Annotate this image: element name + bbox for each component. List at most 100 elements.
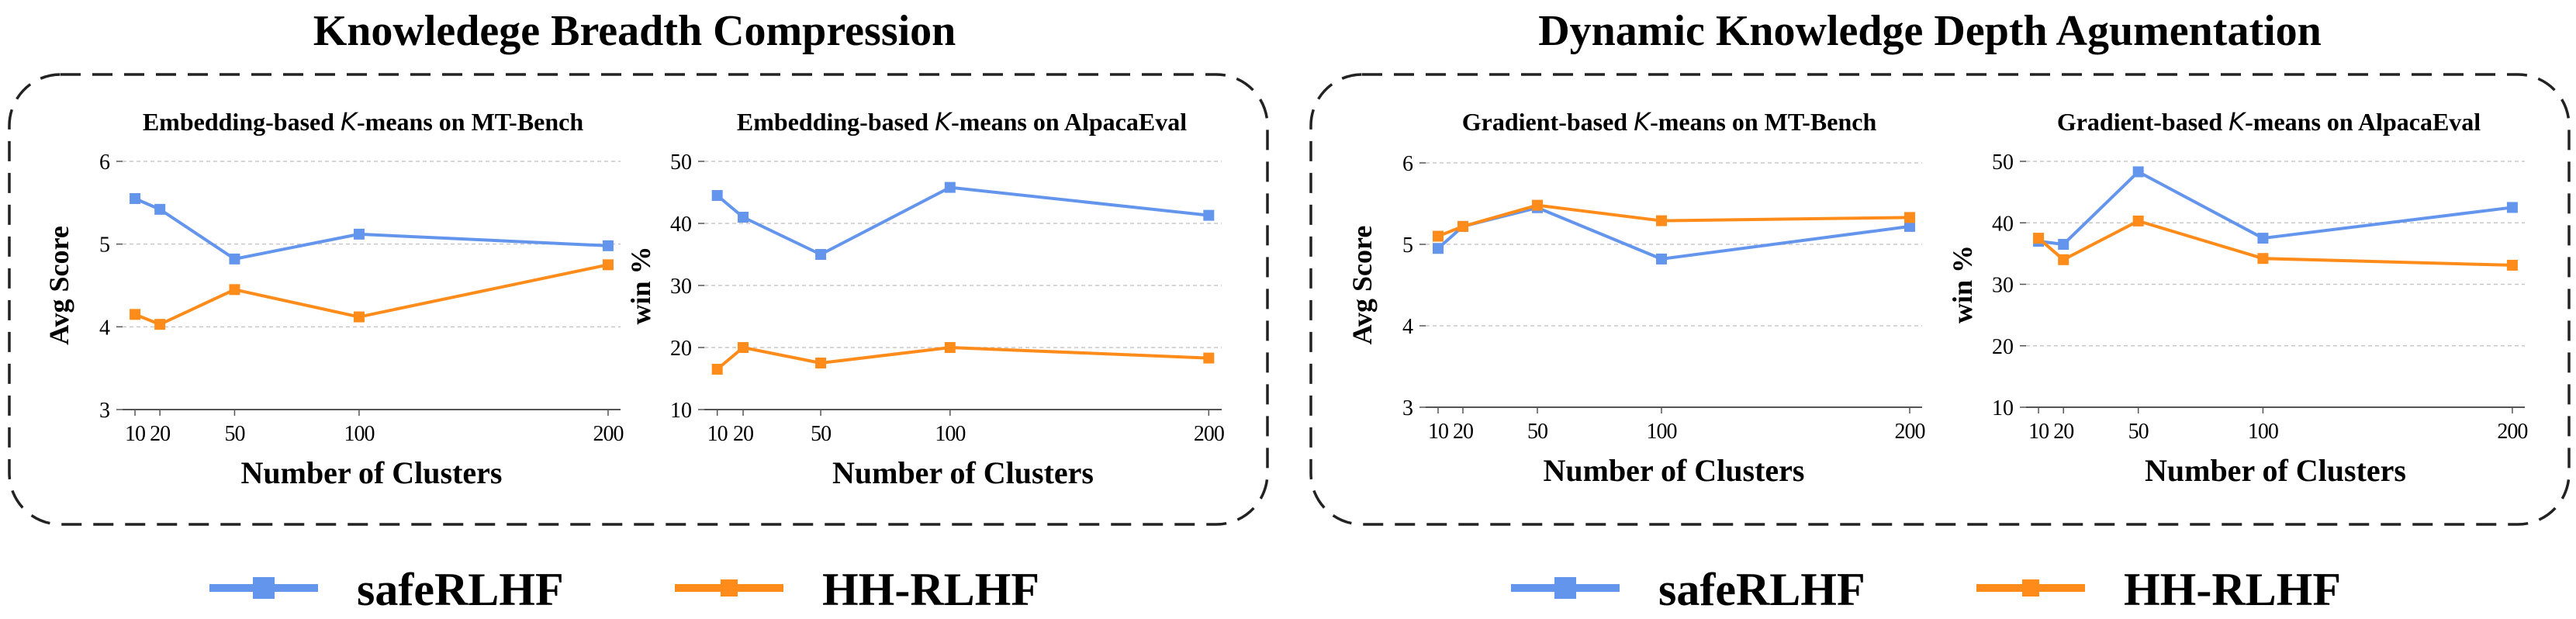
data-point-saferlhf: [944, 182, 956, 193]
legend-label-hh-rlhf: HH-RLHF: [822, 564, 1039, 615]
series-line-saferlhf: [1437, 206, 1910, 261]
x-tick-label: 20: [2053, 420, 2073, 444]
title-part: -means on AlpacaEval: [2245, 108, 2481, 136]
legend-label-saferlhf: safeRLHF: [1658, 564, 1865, 615]
title-italic-k: K: [2228, 107, 2247, 137]
series-line-hh-rlhf: [134, 263, 609, 327]
legend-right: safeRLHF HH-RLHF: [1511, 564, 2341, 615]
x-axis-label: Number of Clusters: [832, 455, 1094, 490]
x-tick-label: 10: [125, 422, 145, 446]
x-axis-label: Number of Clusters: [2145, 453, 2406, 488]
x-tick-label: 20: [1453, 420, 1473, 444]
data-point-saferlhf: [2257, 233, 2269, 244]
data-point-hh-rlhf: [1433, 230, 1444, 242]
chart-gradient-mtbench: Gradient-based K-means on MT-Bench 3 4 5 6 10…: [1347, 107, 1926, 488]
data-point-hh-rlhf: [2257, 253, 2269, 265]
y-axis-label: win %: [1947, 245, 1978, 323]
data-point-hh-rlhf: [1656, 215, 1667, 227]
title-part: Gradient-based: [1462, 108, 1634, 136]
y-tick-label: 5: [1402, 233, 1413, 258]
title-italic-k: K: [341, 107, 359, 137]
data-point-saferlhf: [2506, 202, 2518, 213]
legend-marker-saferlhf: [1554, 577, 1576, 599]
title-part: Embedding-based: [143, 108, 341, 136]
data-point-hh-rlhf: [1904, 212, 1915, 223]
data-point-saferlhf: [2058, 238, 2069, 250]
x-tick-label: 10: [2028, 420, 2049, 444]
data-point-hh-rlhf: [711, 364, 723, 375]
series-line-saferlhf: [134, 197, 609, 261]
x-tick-label: 200: [593, 422, 623, 446]
group-frame-breadth: [8, 73, 1269, 526]
y-tick-label: 40: [1992, 212, 2014, 236]
group-title-breadth: Knowledege Breadth Compression: [313, 7, 956, 55]
series-line-hh-rlhf: [1437, 203, 1910, 238]
x-tick-label: 100: [935, 422, 965, 446]
x-tick-label: 10: [707, 422, 728, 446]
group-frame-depth: [1309, 73, 2571, 526]
x-tick-label: 50: [224, 422, 244, 446]
y-tick-label: 3: [1402, 396, 1413, 420]
x-tick-label: 100: [2248, 420, 2278, 444]
data-point-hh-rlhf: [2058, 254, 2069, 265]
chart-title: Gradient-based K-means on AlpacaEval: [2057, 107, 2481, 137]
x-tick-label: 50: [2128, 420, 2149, 444]
y-axis-label: win %: [625, 246, 656, 324]
data-point-saferlhf: [229, 253, 240, 265]
x-tick-label: 10: [1428, 420, 1448, 444]
data-point-hh-rlhf: [353, 311, 365, 323]
legend-label-saferlhf: safeRLHF: [357, 564, 564, 615]
title-italic-k: K: [1634, 107, 1652, 137]
title-part: -means on MT-Bench: [357, 108, 583, 136]
data-point-saferlhf: [2132, 166, 2144, 178]
series-line-hh-rlhf: [716, 346, 1209, 371]
y-tick-label: 30: [670, 275, 692, 299]
data-point-hh-rlhf: [229, 284, 240, 296]
data-point-saferlhf: [602, 240, 614, 251]
data-point-hh-rlhf: [130, 309, 141, 320]
data-point-saferlhf: [1904, 220, 1915, 232]
chart-embedding-mtbench: Embedding-based K-means on MT-Bench 3 4 5 6 1…: [43, 107, 624, 490]
y-tick-label: 20: [1992, 335, 2014, 359]
data-point-saferlhf: [711, 190, 723, 201]
group-title-depth: Dynamic Knowledge Depth Agumentation: [1538, 7, 2322, 55]
data-point-saferlhf: [154, 203, 166, 215]
x-tick-label: 20: [150, 422, 170, 446]
data-point-hh-rlhf: [1203, 352, 1215, 364]
legend-marker-hh-rlhf: [721, 579, 738, 597]
data-point-hh-rlhf: [2506, 259, 2518, 271]
data-point-hh-rlhf: [738, 342, 749, 353]
x-axis-label: Number of Clusters: [240, 455, 502, 490]
legend-label-hh-rlhf: HH-RLHF: [2124, 564, 2341, 615]
data-point-saferlhf: [738, 212, 749, 223]
y-tick-label: 30: [1992, 274, 2014, 298]
y-tick-label: 4: [99, 316, 110, 340]
data-point-hh-rlhf: [1457, 220, 1468, 232]
title-italic-k: K: [935, 107, 953, 137]
chart-gradient-alpacaeval: Gradient-based K-means on AlpacaEval1020…: [1947, 107, 2528, 488]
x-tick-label: 200: [2497, 420, 2527, 444]
chart-title: Gradient-based K-means on MT-Bench: [1462, 107, 1877, 137]
y-tick-label: 10: [1992, 396, 2014, 420]
chart-embedding-alpacaeval: Embedding-based K-means on AlpacaEval102…: [625, 107, 1225, 490]
y-tick-label: 20: [670, 337, 692, 361]
x-tick-label: 50: [1527, 420, 1547, 444]
y-tick-label: 4: [1402, 315, 1413, 339]
title-part: Embedding-based: [737, 108, 935, 136]
data-point-hh-rlhf: [2033, 233, 2045, 244]
series-line-saferlhf: [2038, 170, 2513, 246]
y-tick-label: 50: [1992, 150, 2014, 175]
data-point-saferlhf: [815, 249, 827, 260]
y-axis-label: Avg Score: [43, 226, 74, 345]
chart-title: Embedding-based K-means on MT-Bench: [143, 107, 584, 137]
y-tick-label: 6: [99, 150, 110, 175]
y-tick-label: 40: [670, 213, 692, 237]
x-tick-label: 200: [1895, 420, 1925, 444]
data-point-hh-rlhf: [944, 342, 956, 353]
y-tick-label: 50: [670, 150, 692, 175]
y-tick-label: 3: [99, 399, 110, 423]
data-point-hh-rlhf: [815, 358, 827, 368]
title-part: Gradient-based: [2057, 108, 2228, 136]
series-line-hh-rlhf: [2037, 219, 2512, 267]
